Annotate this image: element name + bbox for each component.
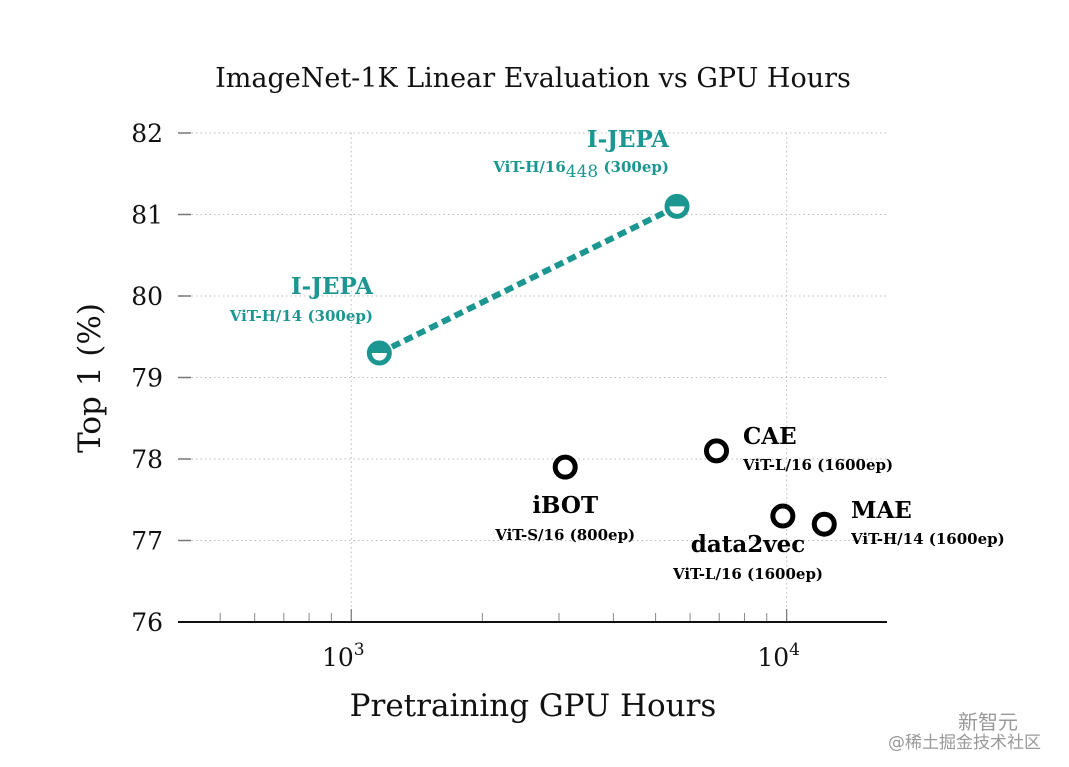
y-tick-label: 78	[131, 445, 163, 474]
grid	[178, 132, 887, 622]
sublabel-text: ViT-H/16	[492, 158, 566, 176]
sublabel-text: ViT-H/14 (1600ep)	[850, 530, 1005, 548]
point-label: MAE	[851, 497, 912, 524]
point-sublabel: ViT-L/16 (1600ep)	[742, 456, 893, 474]
point-sublabel: ViT-H/14 (300ep)	[229, 307, 373, 325]
x-tick-base: 10	[322, 643, 354, 672]
sublabel-text: ViT-L/16 (1600ep)	[742, 456, 893, 474]
data-point	[552, 454, 578, 480]
sublabel-text: ViT-S/16 (800ep)	[494, 526, 635, 544]
x-axis-label: Pretraining GPU Hours	[350, 688, 717, 724]
y-axis-label: Top 1 (%)	[72, 303, 108, 453]
sublabel-subscript: 448	[566, 162, 598, 182]
x-tick-base: 10	[757, 643, 789, 672]
point-label: data2vec	[691, 531, 806, 558]
chart-title: ImageNet-1K Linear Evaluation vs GPU Hou…	[215, 63, 851, 94]
data-point	[703, 438, 729, 464]
y-tick-label: 76	[131, 608, 163, 637]
point-sublabel: ViT-H/14 (1600ep)	[850, 530, 1005, 548]
marks	[366, 193, 837, 537]
sublabel-text: ViT-L/16 (1600ep)	[672, 565, 823, 583]
series-line	[378, 203, 679, 356]
point-label: CAE	[743, 423, 797, 450]
sublabel-suffix: (300ep)	[598, 158, 669, 176]
data-point-fill	[369, 343, 390, 354]
point-label: iBOT	[532, 492, 598, 519]
point-labels: I-JEPA ViT-H/14 (300ep) I-JEPA ViT-H/16448 …	[229, 126, 1005, 583]
x-tick-label: 104	[757, 640, 800, 672]
y-tick-label: 79	[131, 364, 163, 393]
y-tick-label: 80	[131, 282, 163, 311]
x-tick-label: 103	[322, 640, 365, 672]
y-tick-label: 77	[131, 527, 163, 556]
data-point	[770, 503, 796, 529]
point-sublabel: ViT-H/16448 (300ep)	[492, 158, 669, 182]
point-sublabel: ViT-S/16 (800ep)	[494, 526, 635, 544]
point-sublabel: ViT-L/16 (1600ep)	[672, 565, 823, 583]
point-label: I-JEPA	[291, 273, 374, 300]
data-point	[811, 511, 837, 537]
x-tick-exponent: 3	[354, 640, 365, 660]
watermark-site: @稀土掘金技术社区	[888, 733, 1041, 753]
y-tick-label: 82	[131, 119, 163, 148]
y-tick-label: 81	[131, 201, 163, 230]
point-label: I-JEPA	[587, 126, 670, 153]
watermark-brand: 新智元	[958, 710, 1018, 734]
x-tick-exponent: 4	[789, 640, 800, 660]
data-point-fill	[667, 196, 688, 207]
sublabel-text: ViT-H/14 (300ep)	[229, 307, 373, 325]
